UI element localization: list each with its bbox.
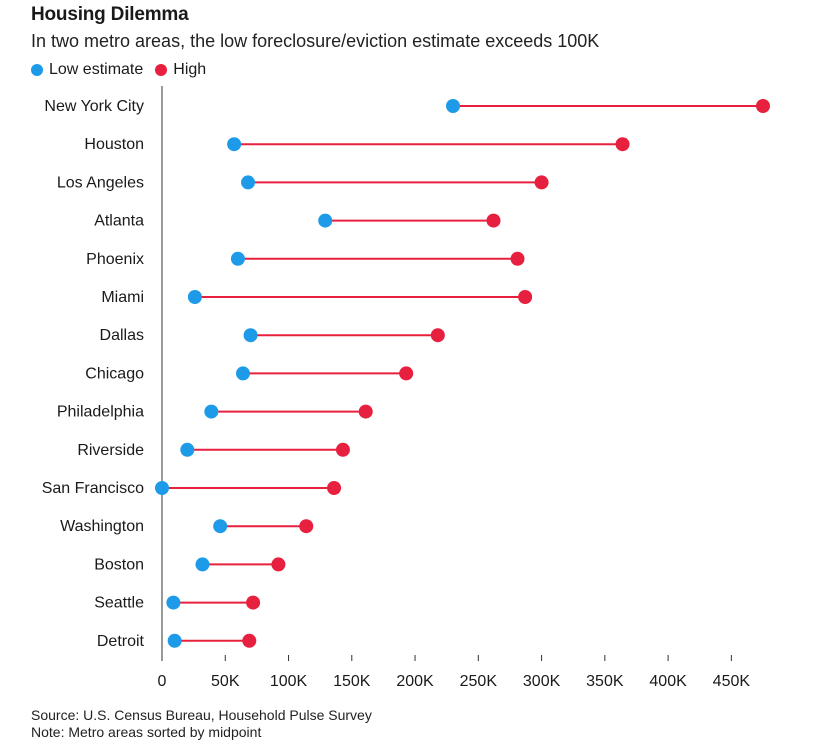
low-estimate-dot bbox=[243, 328, 258, 343]
x-tick-label: 350K bbox=[586, 673, 624, 690]
high-estimate-dot bbox=[271, 557, 286, 572]
high-estimate-dot bbox=[242, 633, 257, 648]
chart-subtitle: In two metro areas, the low foreclosure/… bbox=[31, 31, 600, 51]
category-label: Seattle bbox=[94, 595, 144, 612]
high-estimate-dot bbox=[430, 328, 445, 343]
high-estimate-dot bbox=[534, 175, 549, 190]
low-estimate-dot bbox=[166, 595, 181, 610]
high-estimate-dot bbox=[299, 519, 314, 534]
x-tick-label: 100K bbox=[270, 673, 308, 690]
legend-label-low: Low estimate bbox=[49, 61, 144, 78]
x-tick-label: 200K bbox=[396, 673, 434, 690]
category-label: Philadelphia bbox=[57, 404, 144, 421]
high-estimate-dot bbox=[486, 213, 501, 228]
x-tick-label: 50K bbox=[211, 673, 240, 690]
category-label: Chicago bbox=[85, 365, 144, 382]
category-label: Los Angeles bbox=[57, 174, 144, 191]
chart-title: Housing Dilemma bbox=[31, 4, 189, 25]
source-note: Source: U.S. Census Bureau, Household Pu… bbox=[31, 707, 372, 723]
x-tick-label: 0 bbox=[158, 673, 167, 690]
low-estimate-dot bbox=[241, 175, 256, 190]
x-tick-label: 150K bbox=[333, 673, 371, 690]
high-estimate-dot bbox=[510, 251, 525, 266]
category-label: Miami bbox=[101, 289, 144, 306]
category-label: New York City bbox=[44, 98, 144, 115]
legend: Low estimate High bbox=[31, 61, 218, 79]
legend-label-high: High bbox=[173, 61, 207, 78]
sort-note: Note: Metro areas sorted by midpoint bbox=[31, 724, 262, 740]
low-estimate-dot bbox=[446, 99, 461, 113]
category-label: Phoenix bbox=[86, 251, 144, 268]
legend-dot-high bbox=[155, 64, 168, 76]
low-estimate-dot bbox=[180, 442, 195, 457]
low-estimate-dot bbox=[204, 404, 219, 419]
high-estimate-dot bbox=[756, 99, 770, 113]
low-estimate-dot bbox=[167, 633, 182, 648]
x-tick-label: 250K bbox=[460, 673, 498, 690]
low-estimate-dot bbox=[318, 213, 333, 228]
x-tick-label: 450K bbox=[713, 673, 751, 690]
category-label: Washington bbox=[60, 518, 144, 535]
legend-item-high: High bbox=[155, 61, 206, 79]
category-label: Dallas bbox=[100, 327, 144, 344]
category-label: Detroit bbox=[97, 633, 145, 650]
low-estimate-dot bbox=[213, 519, 228, 534]
legend-dot-low bbox=[31, 64, 43, 76]
low-estimate-dot bbox=[195, 557, 210, 572]
low-estimate-dot bbox=[187, 290, 202, 304]
high-estimate-dot bbox=[327, 481, 342, 495]
x-tick-label: 300K bbox=[523, 673, 561, 690]
high-estimate-dot bbox=[246, 595, 261, 610]
dumbbell-chart: 0 50K 100K 150K 200K 250K 300K 350K 400K 450K New … bbox=[42, 86, 770, 690]
high-estimate-dot bbox=[358, 404, 373, 419]
high-estimate-dot bbox=[335, 442, 350, 457]
x-tick-label: 400K bbox=[649, 673, 687, 690]
low-estimate-dot bbox=[155, 481, 169, 495]
high-estimate-dot bbox=[615, 137, 630, 152]
low-estimate-dot bbox=[235, 366, 250, 381]
category-label: Riverside bbox=[77, 442, 144, 459]
category-label: Boston bbox=[94, 556, 144, 573]
high-estimate-dot bbox=[518, 290, 533, 304]
high-estimate-dot bbox=[399, 366, 414, 381]
low-estimate-dot bbox=[230, 251, 245, 266]
category-label: Houston bbox=[84, 136, 144, 153]
category-label: Atlanta bbox=[94, 213, 144, 230]
low-estimate-dot bbox=[227, 137, 242, 152]
legend-item-low: Low estimate bbox=[31, 61, 143, 79]
category-label: San Francisco bbox=[42, 480, 144, 497]
